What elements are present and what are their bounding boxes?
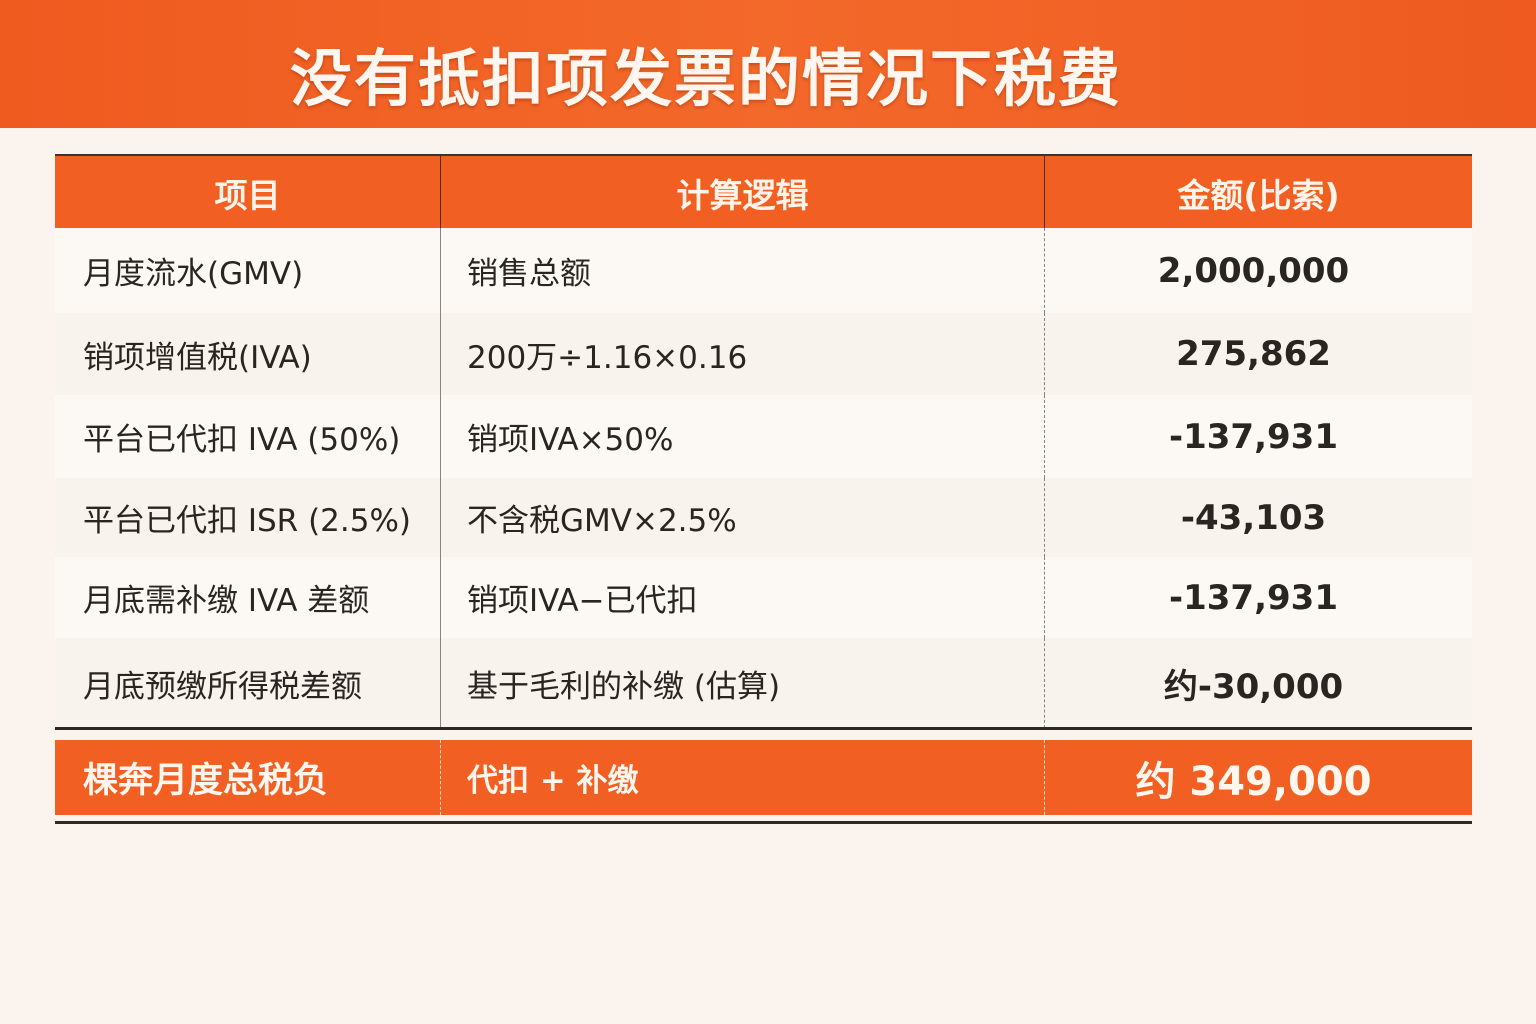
row-logic: 不含税GMV×2.5% bbox=[441, 478, 1045, 557]
row-amount: -43,103 bbox=[1180, 497, 1327, 538]
divider bbox=[55, 727, 1472, 730]
table-row: 平台已代扣 ISR (2.5%) 不含税GMV×2.5% -43,103 bbox=[55, 478, 1472, 558]
row-item: 月底需补缴 IVA 差额 bbox=[55, 557, 441, 638]
table-row: 月度流水(GMV) 销售总额 2,000,000 bbox=[55, 228, 1472, 314]
column-header-amount: 金额(比索) bbox=[1177, 176, 1340, 215]
row-item: 平台已代扣 ISR (2.5%) bbox=[55, 478, 441, 557]
row-amount: -137,931 bbox=[1169, 416, 1338, 457]
table-row: 月底预缴所得税差额 基于毛利的补缴 (估算) 约-30,000 bbox=[55, 638, 1472, 729]
divider bbox=[55, 821, 1472, 824]
page-title: 没有抵扣项发票的情况下税费 bbox=[290, 42, 1123, 115]
table-row: 平台已代扣 IVA (50%) 销项IVA×50% -137,931 bbox=[55, 395, 1472, 479]
total-amount: 约 349,000 bbox=[1135, 758, 1372, 805]
column-header-logic: 计算逻辑 bbox=[441, 156, 1045, 230]
row-item: 月底预缴所得税差额 bbox=[55, 638, 441, 728]
row-logic: 200万÷1.16×0.16 bbox=[441, 313, 1045, 395]
row-logic: 销项IVA−已代扣 bbox=[441, 557, 1045, 638]
table-row: 月底需补缴 IVA 差额 销项IVA−已代扣 -137,931 bbox=[55, 557, 1472, 639]
row-item: 月度流水(GMV) bbox=[55, 228, 441, 313]
row-item: 平台已代扣 IVA (50%) bbox=[55, 395, 441, 478]
row-logic: 销项IVA×50% bbox=[441, 395, 1045, 478]
column-header-item: 项目 bbox=[55, 156, 441, 230]
table-row: 销项增值税(IVA) 200万÷1.16×0.16 275,862 bbox=[55, 313, 1472, 396]
row-amount: 275,862 bbox=[1176, 334, 1331, 374]
row-logic: 基于毛利的补缴 (估算) bbox=[441, 638, 1045, 728]
table-header: 项目 计算逻辑 金额(比索) bbox=[55, 154, 1472, 232]
title-banner: 没有抵扣项发票的情况下税费 bbox=[0, 0, 1536, 128]
row-amount: -137,931 bbox=[1169, 577, 1338, 618]
total-item: 棵奔月度总税负 bbox=[55, 740, 441, 815]
total-row: 棵奔月度总税负 代扣 + 补缴 约 349,000 bbox=[55, 740, 1472, 815]
row-amount: 约-30,000 bbox=[1163, 666, 1344, 707]
row-item: 销项增值税(IVA) bbox=[55, 313, 441, 395]
row-logic: 销售总额 bbox=[441, 228, 1045, 313]
row-amount: 2,000,000 bbox=[1157, 250, 1350, 291]
total-logic: 代扣 + 补缴 bbox=[441, 740, 1045, 815]
